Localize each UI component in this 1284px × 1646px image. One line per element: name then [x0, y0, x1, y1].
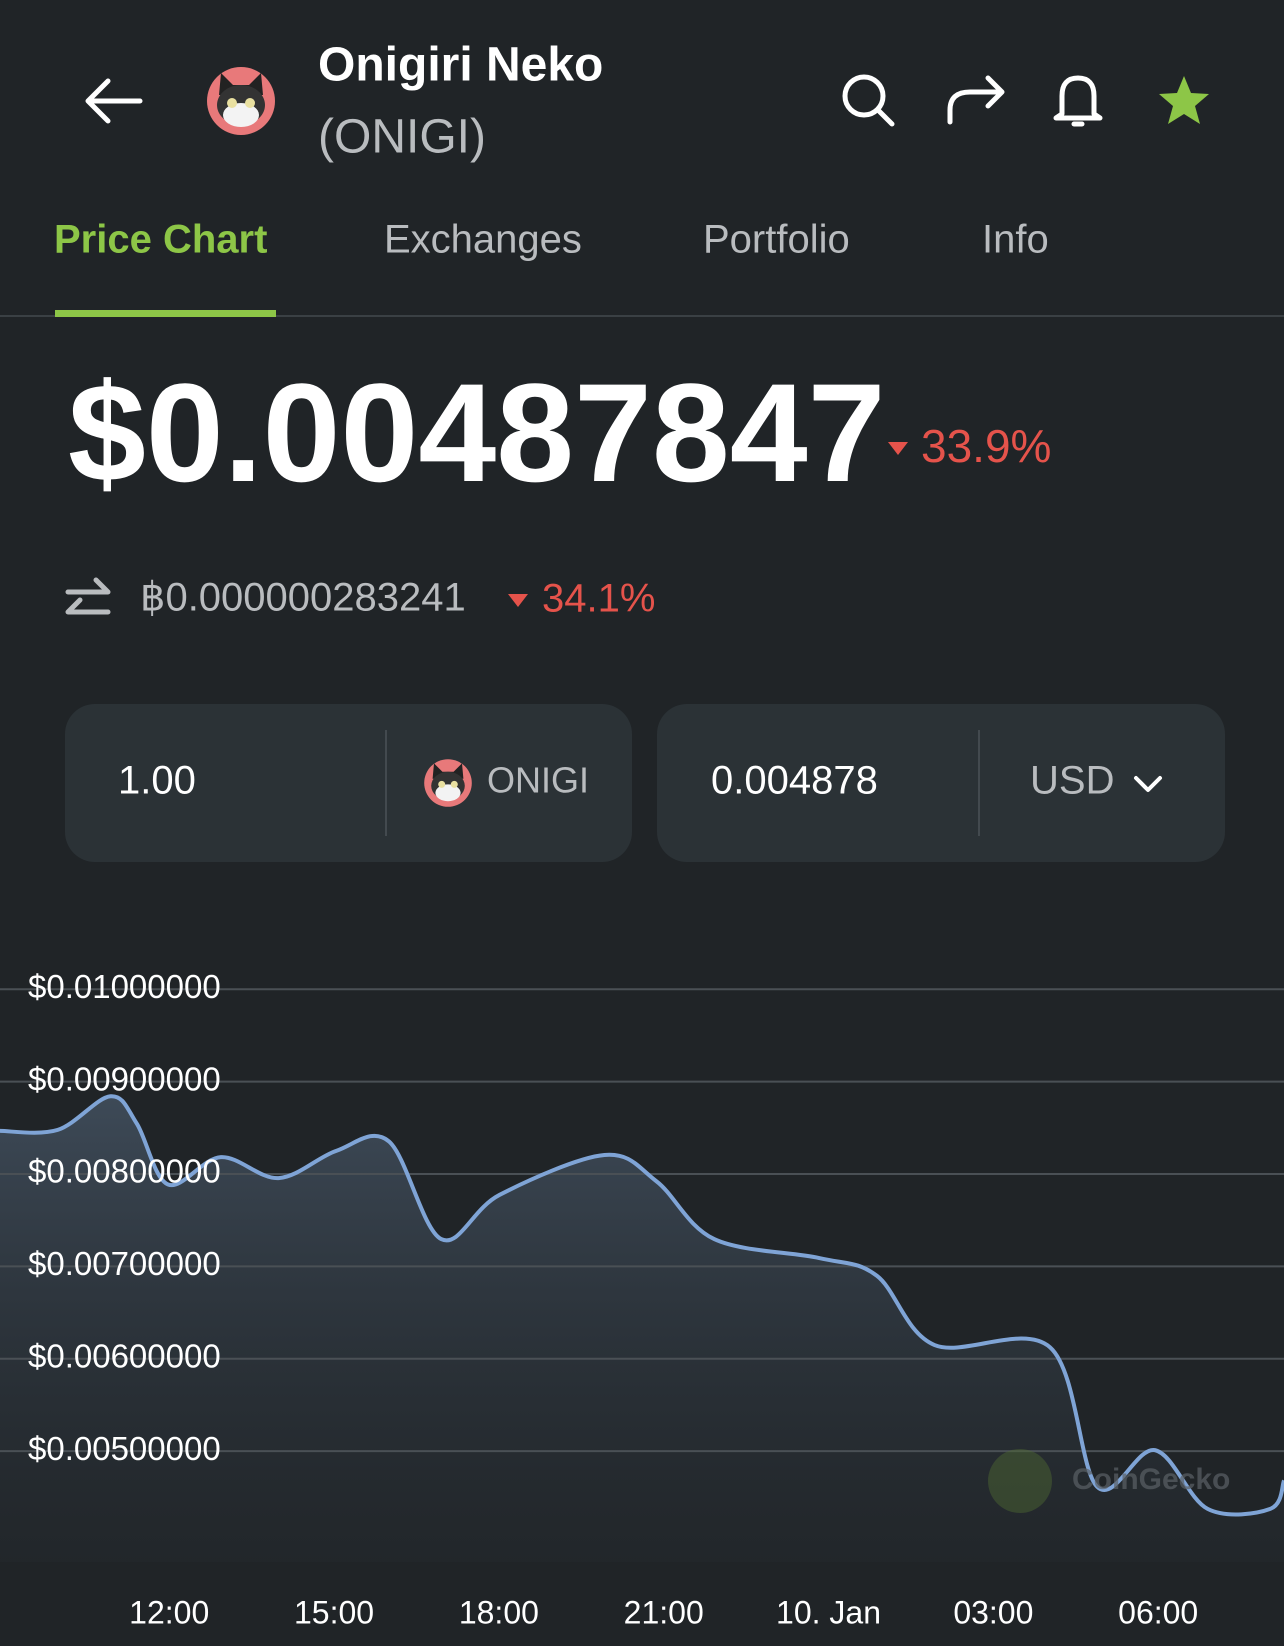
- area: [0, 1096, 1284, 1562]
- converted-field[interactable]: [657, 704, 1225, 862]
- tab-divider: [0, 315, 1284, 317]
- y-tick-label: $0.00600000: [28, 1337, 221, 1374]
- currency-selector[interactable]: USD: [1030, 759, 1114, 803]
- amount-input[interactable]: 1.00: [118, 759, 196, 803]
- search-button[interactable]: [842, 74, 895, 127]
- x-tick-label: 15:00: [294, 1594, 374, 1630]
- tab[interactable]: Info: [982, 218, 1049, 262]
- x-tick-label: 18:00: [459, 1594, 539, 1630]
- x-tick-label: 12:00: [129, 1594, 209, 1630]
- x-tick-label: 06:00: [1118, 1594, 1198, 1630]
- coin-name: Onigiri Neko: [318, 39, 603, 92]
- usd-price: $0.00487847: [68, 354, 886, 511]
- watermark-logo: [988, 1449, 1052, 1513]
- tab-indicator: [55, 310, 276, 317]
- tab[interactable]: Price Chart: [54, 218, 267, 262]
- coin-icon: [207, 67, 275, 135]
- share-button[interactable]: [947, 75, 1005, 125]
- price-line: [0, 1094, 1284, 1517]
- coin-symbol: (ONIGI): [318, 111, 486, 164]
- y-tick-label: $0.01000000: [28, 968, 221, 1005]
- coin-selector[interactable]: ONIGI: [487, 760, 589, 801]
- converted-input[interactable]: 0.004878: [711, 759, 878, 803]
- y-tick-label: $0.00500000: [28, 1430, 221, 1467]
- y-tick-label: $0.00800000: [28, 1153, 221, 1190]
- amount-field[interactable]: [65, 704, 632, 862]
- tab[interactable]: Exchanges: [384, 218, 582, 262]
- favorite-button[interactable]: [1159, 76, 1209, 124]
- swap-icon: [65, 577, 111, 615]
- y-tick-label: $0.00700000: [28, 1245, 221, 1282]
- field-divider: [385, 730, 387, 836]
- x-tick-label: 03:00: [953, 1594, 1033, 1630]
- back-button[interactable]: [85, 78, 143, 124]
- price-chart: $0.00500000 $0.00600000 $0.00700000 $0.0080…: [0, 968, 1284, 1630]
- x-tick-label: 10. Jan: [776, 1594, 881, 1630]
- btc-change: 34.1%: [542, 577, 655, 621]
- down-arrow: [888, 442, 908, 455]
- x-tick-label: 21:00: [624, 1594, 704, 1630]
- dropdown-chevron[interactable]: [1134, 776, 1162, 792]
- alert-button[interactable]: [1053, 75, 1103, 127]
- tab[interactable]: Portfolio: [703, 218, 850, 262]
- watermark: CoinGecko: [1072, 1463, 1230, 1496]
- coin-icon: [424, 759, 472, 807]
- btc-price: ฿0.000000283241: [140, 576, 466, 620]
- down-arrow: [508, 594, 528, 607]
- field-divider: [978, 730, 980, 836]
- usd-change: 33.9%: [921, 420, 1051, 472]
- y-tick-label: $0.00900000: [28, 1060, 221, 1097]
